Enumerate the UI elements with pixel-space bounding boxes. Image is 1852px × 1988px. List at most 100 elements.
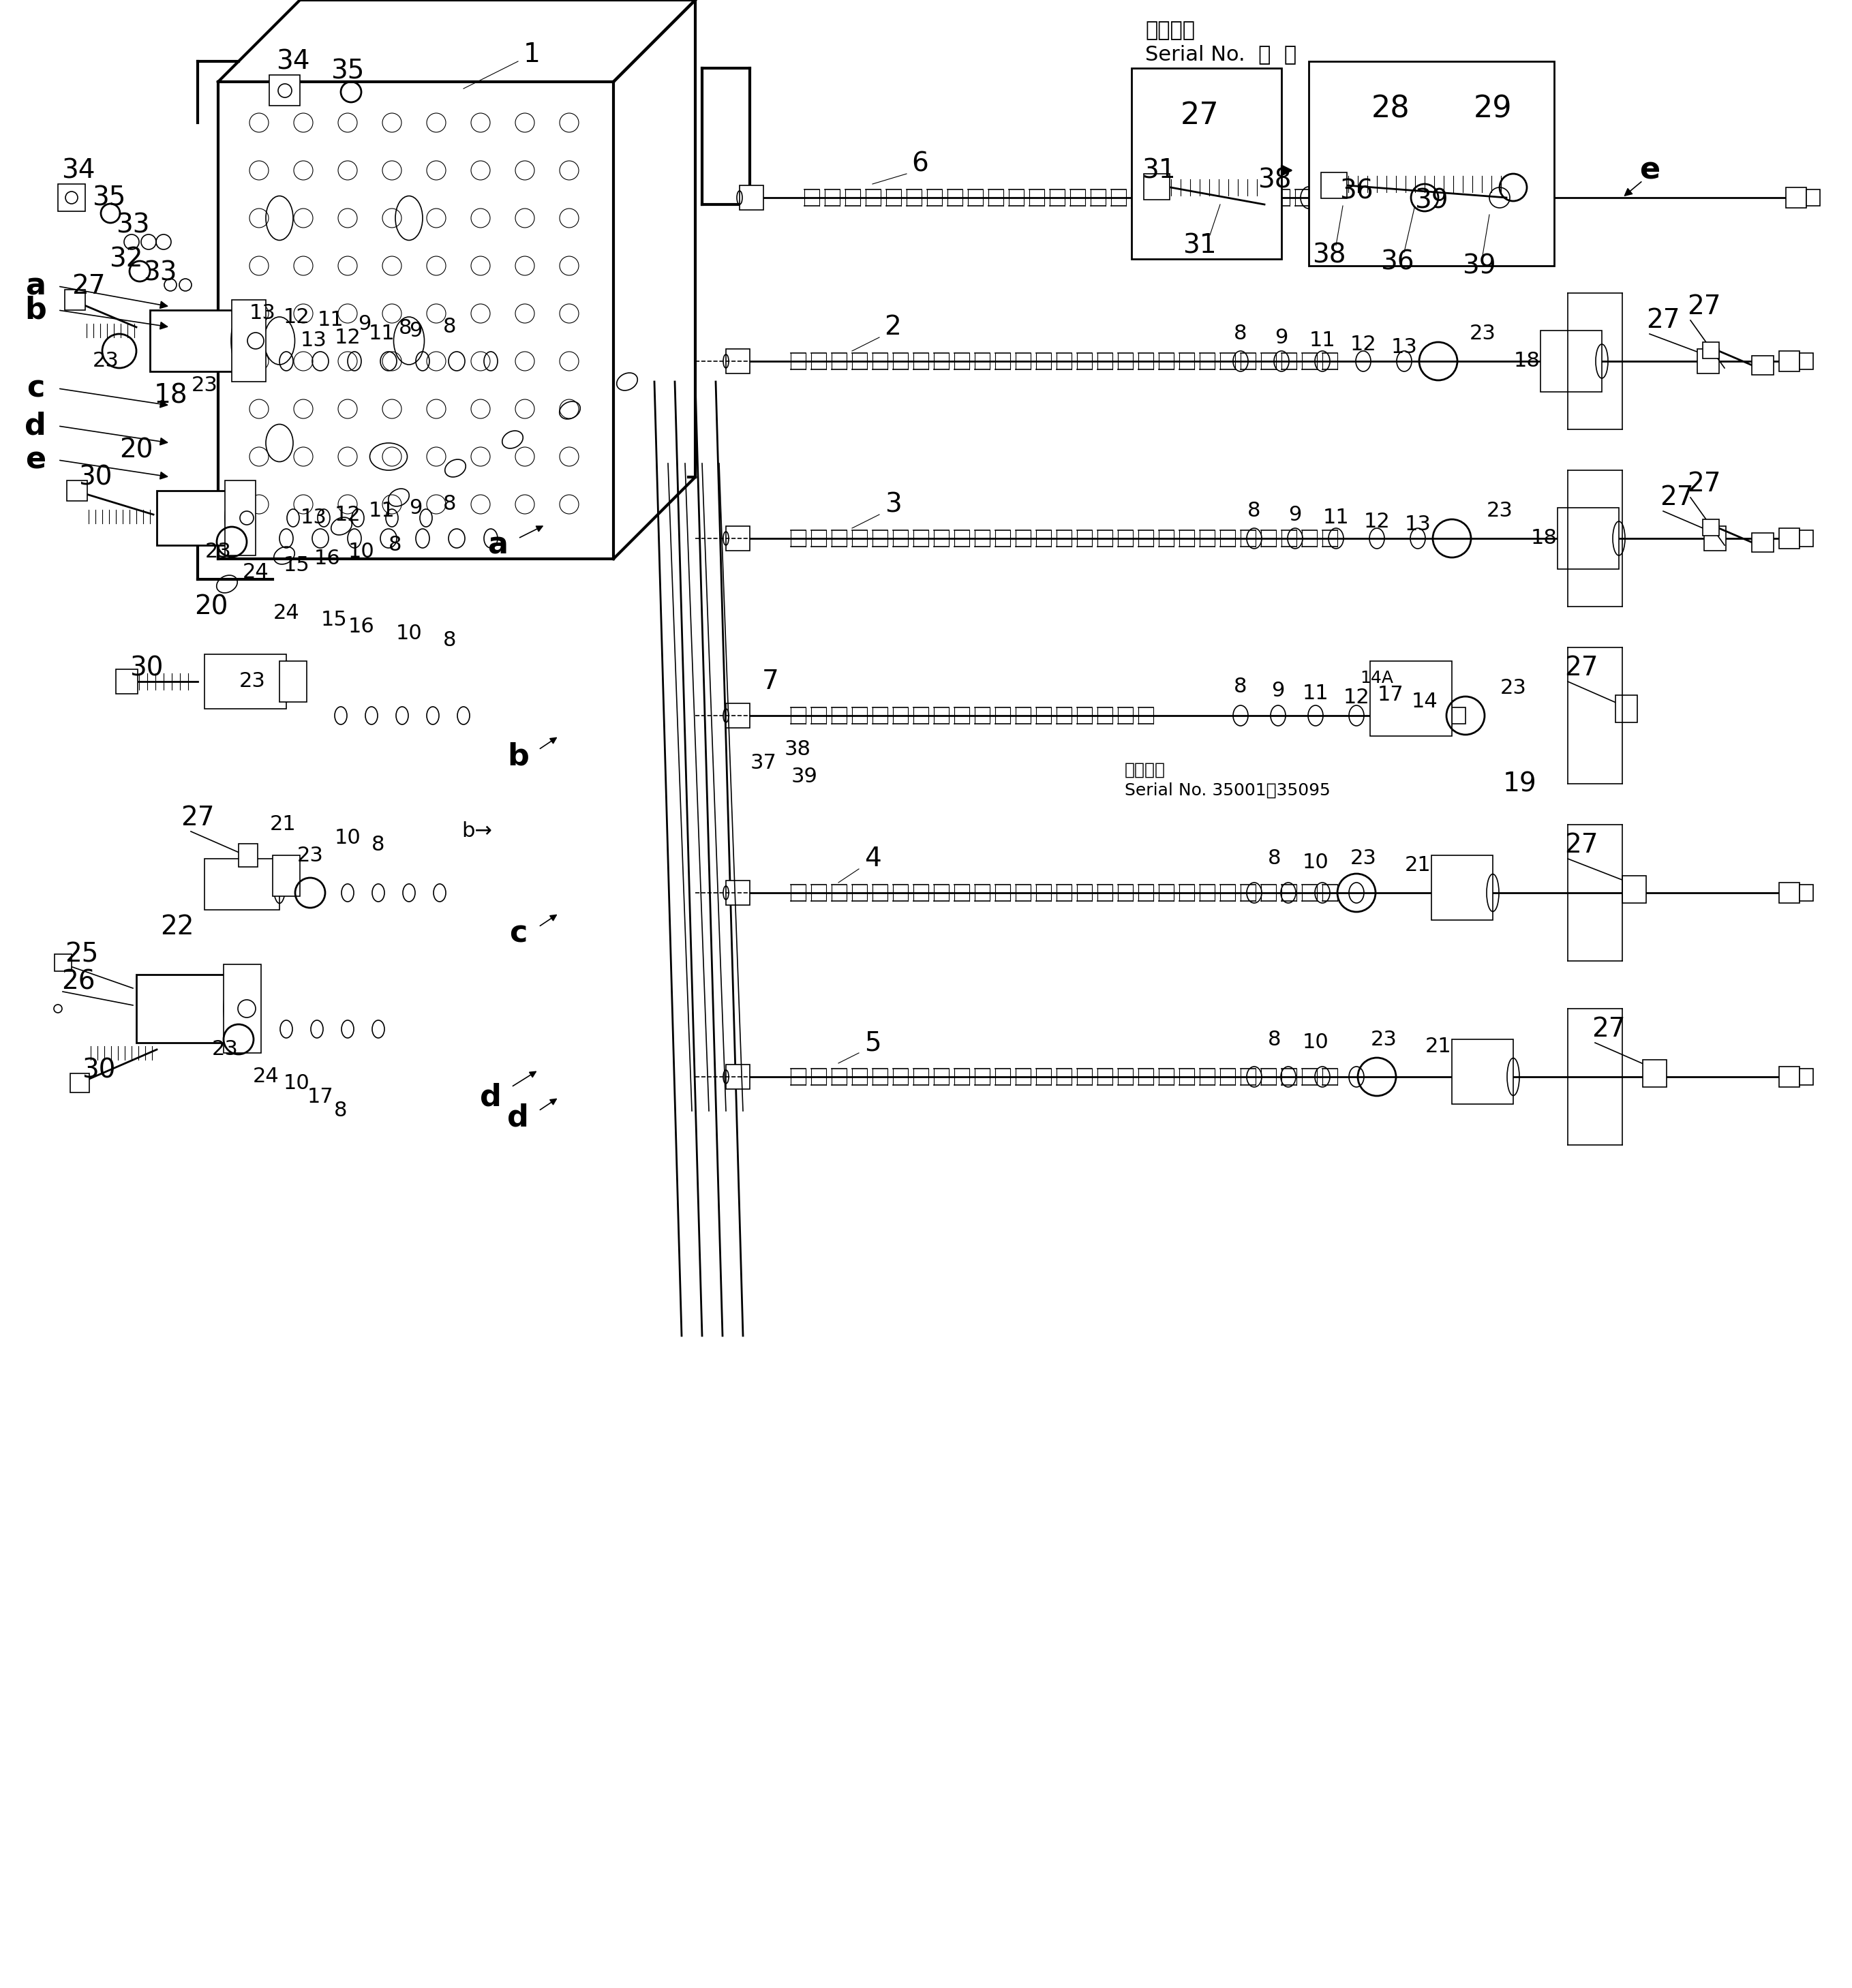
Text: 37: 37 xyxy=(750,753,776,773)
Text: 10: 10 xyxy=(335,829,361,849)
Text: c: c xyxy=(509,918,528,948)
Text: 14: 14 xyxy=(1411,692,1437,712)
Text: 38: 38 xyxy=(783,740,811,759)
Text: 34: 34 xyxy=(61,157,94,183)
Text: 39: 39 xyxy=(1415,189,1448,215)
Bar xyxy=(1702,342,1719,358)
Text: 30: 30 xyxy=(130,654,163,680)
Text: 11: 11 xyxy=(1309,330,1335,350)
Text: 9: 9 xyxy=(1272,680,1285,700)
Text: 24: 24 xyxy=(272,604,300,624)
Bar xyxy=(1622,877,1646,903)
Text: 8: 8 xyxy=(398,318,413,338)
Bar xyxy=(224,481,256,555)
Bar xyxy=(272,855,300,897)
Text: 23: 23 xyxy=(1469,324,1496,344)
Bar xyxy=(57,185,85,211)
Text: d: d xyxy=(507,1103,530,1133)
Bar xyxy=(1780,352,1800,372)
Text: 23: 23 xyxy=(1370,1030,1396,1050)
Bar xyxy=(280,662,307,702)
Text: 15: 15 xyxy=(283,557,309,577)
Text: 27: 27 xyxy=(1659,485,1695,511)
Bar xyxy=(726,527,750,551)
Bar xyxy=(1800,1070,1813,1085)
Text: 7: 7 xyxy=(761,668,778,694)
Text: b: b xyxy=(24,296,46,324)
Text: 35: 35 xyxy=(332,58,365,85)
Bar xyxy=(157,491,231,545)
Text: 8: 8 xyxy=(1233,324,1246,344)
Text: 20: 20 xyxy=(120,437,154,463)
Bar xyxy=(204,654,287,710)
Bar xyxy=(1785,187,1806,209)
Text: 21: 21 xyxy=(1404,855,1432,875)
Text: 23: 23 xyxy=(211,1040,239,1060)
Text: 10: 10 xyxy=(348,543,374,563)
Text: 18: 18 xyxy=(154,382,187,408)
Bar xyxy=(70,1074,89,1093)
Text: 8: 8 xyxy=(372,835,385,855)
Text: 27: 27 xyxy=(1565,654,1598,680)
Text: 27: 27 xyxy=(1591,1016,1626,1042)
Text: Serial No.  ・  ～: Serial No. ・ ～ xyxy=(1145,44,1296,64)
Bar xyxy=(726,704,750,728)
Bar xyxy=(1558,507,1619,569)
Text: 20: 20 xyxy=(194,594,228,620)
Text: 適用号機: 適用号機 xyxy=(1124,761,1165,777)
Text: 1: 1 xyxy=(524,42,541,68)
Text: 15: 15 xyxy=(320,610,346,630)
Text: 8: 8 xyxy=(1269,849,1282,869)
Bar xyxy=(1615,696,1637,722)
Text: 18: 18 xyxy=(1513,352,1541,372)
Text: 11: 11 xyxy=(1302,684,1328,704)
Text: 11: 11 xyxy=(369,324,394,344)
Text: 34: 34 xyxy=(276,48,309,74)
Bar xyxy=(1309,62,1554,266)
Text: 8: 8 xyxy=(333,1101,348,1121)
Text: 9: 9 xyxy=(1289,505,1302,525)
Text: 5: 5 xyxy=(865,1030,882,1056)
Text: a: a xyxy=(487,531,507,561)
Bar xyxy=(1452,1040,1513,1103)
Bar xyxy=(224,964,261,1054)
Bar xyxy=(726,881,750,905)
Text: 13: 13 xyxy=(250,304,276,324)
Bar xyxy=(67,481,87,501)
Text: 22: 22 xyxy=(161,914,194,940)
Text: 9: 9 xyxy=(409,320,422,340)
Text: 27: 27 xyxy=(72,272,106,298)
Text: 24: 24 xyxy=(252,1068,280,1087)
Text: 8: 8 xyxy=(443,318,457,338)
Text: 13: 13 xyxy=(300,330,326,350)
Bar xyxy=(1702,519,1719,535)
Text: 33: 33 xyxy=(143,260,178,286)
Text: 23: 23 xyxy=(206,543,231,563)
Text: 12: 12 xyxy=(335,505,361,525)
Bar xyxy=(1432,855,1493,920)
Text: 12: 12 xyxy=(1363,511,1391,531)
Text: 28: 28 xyxy=(1370,93,1409,123)
Text: 12: 12 xyxy=(1343,688,1370,708)
Text: 21: 21 xyxy=(270,815,296,835)
Text: Serial No. 35001～35095: Serial No. 35001～35095 xyxy=(1124,783,1330,799)
Text: 10: 10 xyxy=(1302,853,1328,873)
Bar xyxy=(137,974,231,1044)
Text: 11: 11 xyxy=(369,501,394,521)
Text: 30: 30 xyxy=(81,1058,115,1083)
Text: 38: 38 xyxy=(1258,167,1291,193)
Text: 13: 13 xyxy=(1391,338,1417,358)
Text: 3: 3 xyxy=(885,491,902,517)
Bar xyxy=(726,1064,750,1089)
Text: 27: 27 xyxy=(1180,101,1219,131)
Text: 12: 12 xyxy=(1350,334,1376,354)
Text: 27: 27 xyxy=(1687,294,1721,320)
Text: 23: 23 xyxy=(191,376,219,396)
Text: 9: 9 xyxy=(357,314,370,334)
Bar xyxy=(1541,330,1602,392)
Text: 23: 23 xyxy=(1350,849,1376,869)
Text: 10: 10 xyxy=(1302,1034,1328,1052)
Text: 13: 13 xyxy=(1404,515,1432,535)
Text: 13: 13 xyxy=(300,509,326,529)
Text: 10: 10 xyxy=(283,1074,309,1093)
